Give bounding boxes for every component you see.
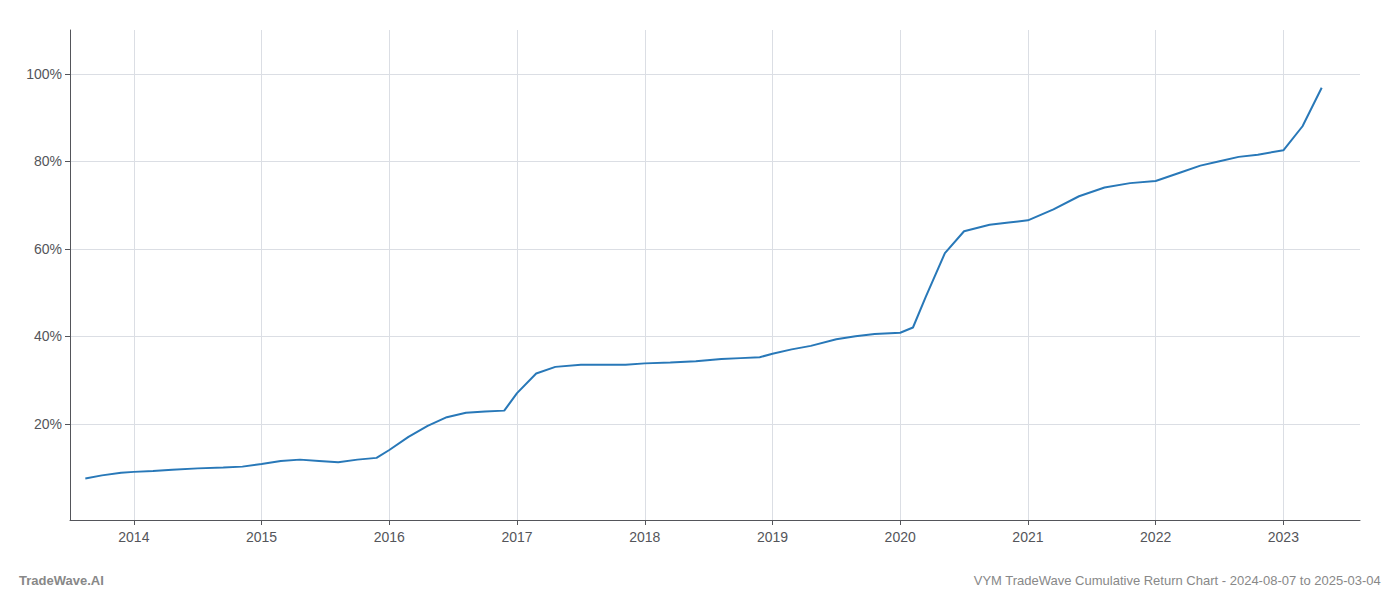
svg-text:20%: 20% (34, 416, 62, 432)
svg-text:60%: 60% (34, 241, 62, 257)
svg-text:2021: 2021 (1012, 529, 1043, 545)
svg-text:80%: 80% (34, 153, 62, 169)
svg-text:TradeWave.AI: TradeWave.AI (19, 573, 104, 588)
svg-text:100%: 100% (26, 66, 62, 82)
svg-text:2022: 2022 (1140, 529, 1171, 545)
svg-text:2014: 2014 (118, 529, 149, 545)
svg-text:2019: 2019 (757, 529, 788, 545)
svg-text:2023: 2023 (1268, 529, 1299, 545)
svg-text:2020: 2020 (885, 529, 916, 545)
svg-text:2016: 2016 (374, 529, 405, 545)
svg-text:40%: 40% (34, 328, 62, 344)
svg-text:2015: 2015 (246, 529, 277, 545)
svg-text:2017: 2017 (501, 529, 532, 545)
svg-text:VYM TradeWave Cumulative Retur: VYM TradeWave Cumulative Return Chart - … (974, 573, 1381, 588)
svg-text:2018: 2018 (629, 529, 660, 545)
